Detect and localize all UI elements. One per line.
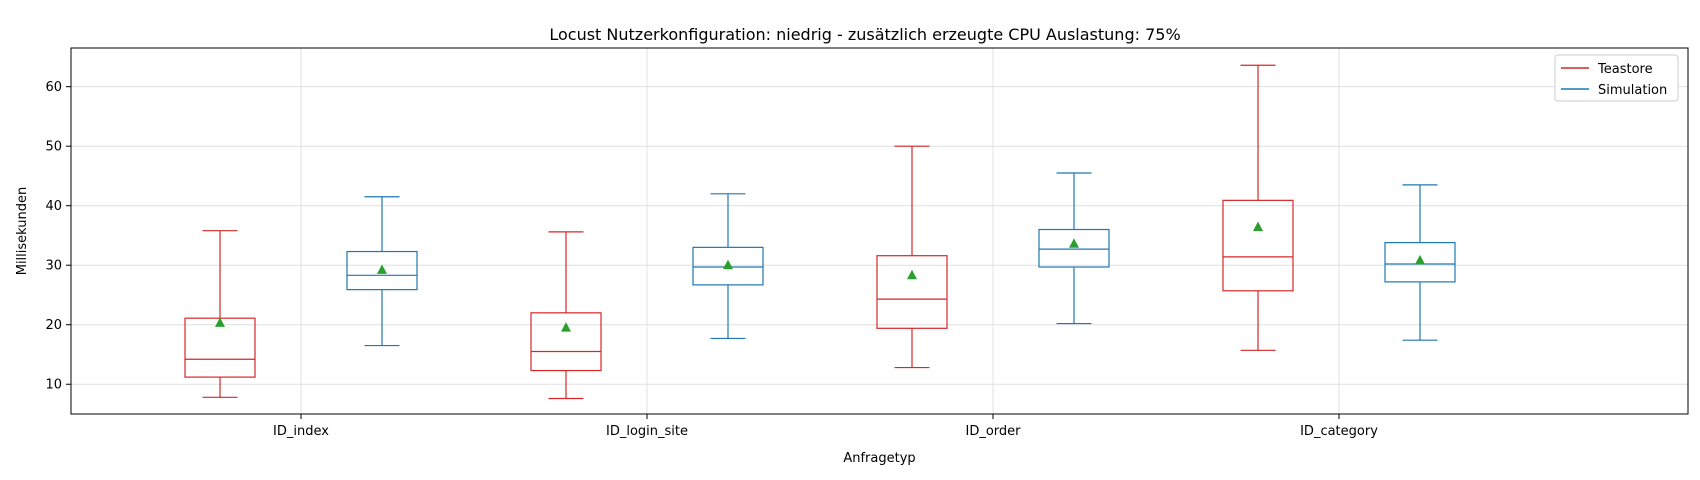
y-axis-label: Millisekunden bbox=[15, 187, 30, 276]
box-body bbox=[1384, 242, 1456, 283]
box-simulation-ID_index bbox=[346, 196, 418, 347]
box-simulation-ID_order bbox=[1038, 172, 1110, 325]
mean-marker bbox=[723, 259, 733, 270]
mean-marker bbox=[215, 317, 225, 327]
box-body bbox=[1038, 228, 1110, 268]
box-teastore-ID_category bbox=[1222, 64, 1294, 351]
mean-marker bbox=[1069, 238, 1079, 248]
x-axis-label: Anfragetyp bbox=[843, 451, 915, 466]
box-body bbox=[346, 250, 418, 291]
x-axis-ticks: ID_index ID_login_site ID_order ID_category bbox=[273, 414, 1378, 439]
y-axis-ticks: 10 20 30 40 50 60 bbox=[45, 80, 71, 393]
boxes bbox=[184, 64, 1456, 400]
mean-marker bbox=[907, 269, 917, 280]
x-tick-label: ID_category bbox=[1300, 424, 1378, 439]
box-body bbox=[184, 317, 256, 378]
mean-marker bbox=[1415, 254, 1425, 265]
box-simulation-ID_category bbox=[1384, 184, 1456, 341]
box-body bbox=[1222, 199, 1294, 292]
legend-label: Simulation bbox=[1598, 83, 1667, 98]
chart-title: Locust Nutzerkonfiguration: niedrig - zu… bbox=[549, 25, 1180, 44]
plot-frame bbox=[70, 47, 1689, 415]
box-teastore-ID_index bbox=[184, 230, 256, 398]
mean-marker bbox=[377, 264, 387, 274]
x-tick-label: ID_index bbox=[273, 424, 329, 439]
mean-marker bbox=[1253, 221, 1263, 232]
y-tick-label: 50 bbox=[45, 140, 62, 155]
y-tick-label: 40 bbox=[45, 199, 62, 214]
y-tick-label: 30 bbox=[45, 259, 62, 274]
legend: Teastore Simulation bbox=[1554, 54, 1679, 102]
box-teastore-ID_login_site bbox=[530, 231, 602, 400]
y-tick-label: 10 bbox=[45, 378, 62, 393]
y-tick-label: 60 bbox=[45, 80, 62, 95]
box-body bbox=[530, 312, 602, 372]
x-tick-label: ID_login_site bbox=[606, 424, 688, 439]
box-teastore-ID_order bbox=[876, 145, 948, 369]
legend-label: Teastore bbox=[1597, 62, 1653, 77]
y-tick-label: 20 bbox=[45, 318, 62, 333]
mean-marker bbox=[561, 322, 571, 332]
x-tick-label: ID_order bbox=[965, 424, 1021, 439]
box-simulation-ID_login_site bbox=[692, 193, 764, 340]
box-body bbox=[876, 255, 948, 329]
grid-lines bbox=[71, 48, 1688, 414]
box-body bbox=[692, 246, 764, 286]
